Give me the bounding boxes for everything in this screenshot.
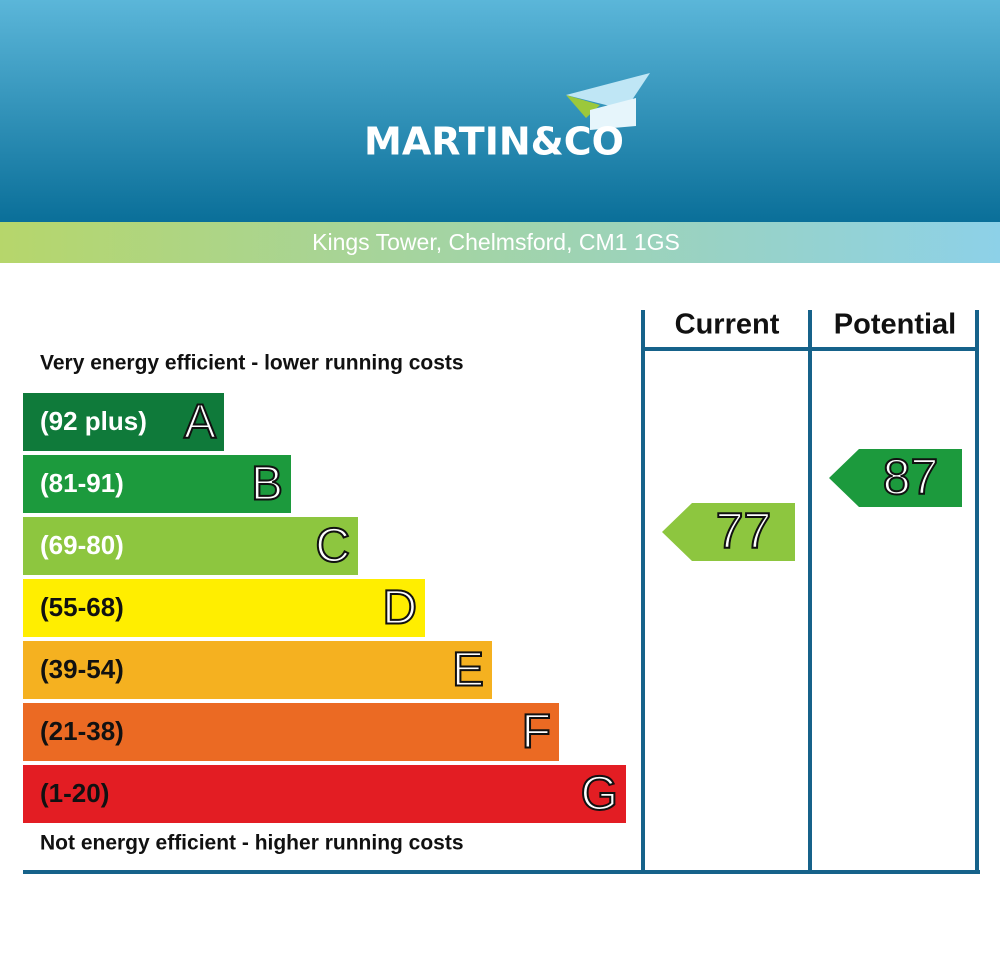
band-letter: C [315,520,350,573]
band-range: (1-20) [40,778,109,808]
rating-arrow [829,449,962,507]
logo-roof [566,73,650,106]
band-bar [23,455,291,513]
band-letter: B [251,458,283,511]
address-strip [0,222,1000,263]
column-header: Potential [834,309,956,341]
address: Kings Tower, Chelmsford, CM1 1GS [312,229,680,255]
bottom-note: Not energy efficient - higher running co… [40,832,464,855]
rating-value: 87 [883,449,939,505]
band-letter: G [581,768,618,821]
band-range: (21-38) [40,716,124,746]
logo-text: MARTIN&CO [364,120,624,164]
band-bar [23,517,358,575]
column-header: Current [675,309,780,341]
band-letter: D [382,582,417,635]
band-range: (69-80) [40,530,124,560]
rating-arrow [662,503,795,561]
band-bar [23,579,425,637]
header-band [0,0,1000,222]
top-note: Very energy efficient - lower running co… [40,352,464,375]
band-range: (81-91) [40,468,124,498]
logo-house [590,98,636,130]
band-letter: A [184,396,216,449]
band-letter: F [522,706,551,759]
table-frame [23,310,980,874]
band-letter: E [452,644,484,697]
band-range: (92 plus) [40,406,147,436]
band-bar [23,641,492,699]
rating-value: 77 [716,503,772,559]
band-bar [23,765,626,823]
band-bar [23,703,559,761]
band-bar [23,393,224,451]
band-range: (55-68) [40,592,124,622]
band-range: (39-54) [40,654,124,684]
